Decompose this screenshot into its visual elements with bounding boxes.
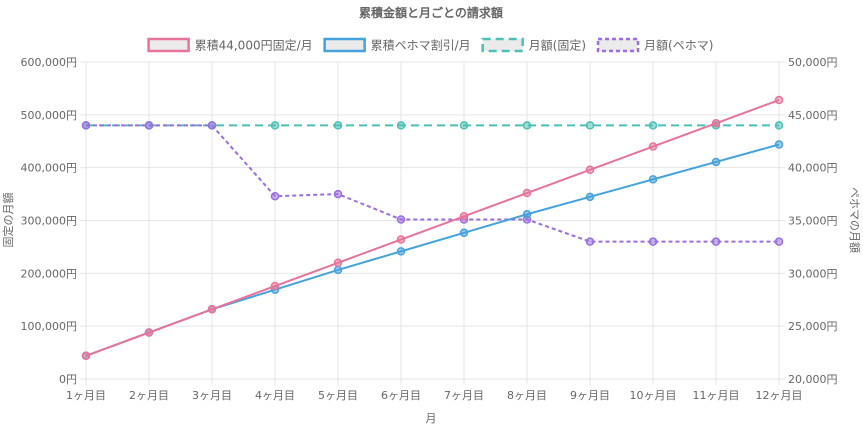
legend-item-2[interactable]: 累積ペホマ割引/月 <box>323 37 471 53</box>
data-point[interactable] <box>144 121 154 130</box>
data-point[interactable] <box>585 237 595 246</box>
y-axis-left-title: 固定の月額 <box>1 193 15 248</box>
y-right-tick-label: 40,000円 <box>788 162 838 175</box>
data-point[interactable] <box>144 328 154 337</box>
legend-swatch <box>147 37 190 53</box>
data-point[interactable] <box>207 121 217 130</box>
legend-swatch <box>323 37 366 53</box>
data-point[interactable] <box>459 121 469 130</box>
y-axis-right-title: ペホマの月額 <box>848 187 861 253</box>
x-tick-label: 12ヶ月目 <box>756 389 803 402</box>
y-left-tick-label: 200,000円 <box>21 267 78 280</box>
data-point[interactable] <box>459 228 469 238</box>
legend-swatch <box>596 37 640 53</box>
y-right-tick-label: 20,000円 <box>788 373 838 386</box>
x-tick-label: 5ヶ月目 <box>318 389 358 402</box>
grid <box>80 61 785 385</box>
x-tick-label: 7ヶ月目 <box>444 389 484 402</box>
data-point[interactable] <box>459 212 469 221</box>
series-layer <box>81 95 784 361</box>
legend: 累積44,000円固定/月 累積ペホマ割引/月 月額(固定) 月額(ペホマ) <box>147 37 713 53</box>
x-tick-label: 4ヶ月目 <box>255 389 295 402</box>
y-left-tick-label: 600,000円 <box>21 56 78 69</box>
x-tick-label: 6ヶ月目 <box>381 389 421 402</box>
legend-item-3[interactable]: 月額(固定) <box>481 37 586 53</box>
data-point[interactable] <box>81 121 91 130</box>
data-point[interactable] <box>396 235 406 244</box>
x-axis-title: 月 <box>426 412 437 425</box>
data-point[interactable] <box>711 157 721 167</box>
data-point[interactable] <box>207 305 217 314</box>
series-line <box>85 143 780 357</box>
axis-ticks: 0円 100,000円 200,000円 300,000円 400,000円 500,00… <box>21 56 838 402</box>
y-left-tick-label: 500,000円 <box>21 109 78 122</box>
series-4 <box>81 121 784 246</box>
data-point[interactable] <box>774 237 784 246</box>
data-point[interactable] <box>585 165 595 175</box>
data-point[interactable] <box>270 121 280 130</box>
data-point[interactable] <box>396 121 406 130</box>
legend-label: 累積44,000円固定/月 <box>195 38 313 53</box>
data-point[interactable] <box>648 175 658 184</box>
data-point[interactable] <box>333 258 343 268</box>
data-point[interactable] <box>774 95 784 105</box>
data-point[interactable] <box>711 237 721 246</box>
x-tick-label: 9ヶ月目 <box>570 389 610 402</box>
data-point[interactable] <box>522 210 532 219</box>
data-point[interactable] <box>396 215 406 224</box>
x-tick-label: 10ヶ月目 <box>630 389 677 402</box>
data-point[interactable] <box>522 121 532 130</box>
data-point[interactable] <box>522 188 532 198</box>
data-point[interactable] <box>333 121 343 130</box>
data-point[interactable] <box>333 189 343 199</box>
legend-swatch <box>481 37 524 53</box>
y-right-tick-label: 30,000円 <box>788 267 838 280</box>
data-point[interactable] <box>648 237 658 246</box>
y-right-tick-label: 25,000円 <box>788 320 838 333</box>
x-tick-label: 1ヶ月目 <box>66 389 106 402</box>
data-point[interactable] <box>270 191 280 201</box>
data-point[interactable] <box>774 140 784 149</box>
data-point[interactable] <box>648 142 658 151</box>
data-point[interactable] <box>396 247 406 256</box>
series-1 <box>81 95 784 361</box>
data-point[interactable] <box>333 265 343 275</box>
y-left-tick-label: 100,000円 <box>21 320 78 333</box>
legend-label: 月額(固定) <box>529 38 586 53</box>
y-right-tick-label: 50,000円 <box>788 56 838 69</box>
data-point[interactable] <box>270 281 280 291</box>
data-point[interactable] <box>585 121 595 130</box>
x-tick-label: 11ヶ月目 <box>693 389 740 402</box>
y-right-tick-label: 35,000円 <box>788 215 838 228</box>
x-tick-label: 8ヶ月目 <box>507 389 547 402</box>
legend-item-4[interactable]: 月額(ペホマ) <box>596 37 713 53</box>
series-line <box>86 124 779 243</box>
legend-label: 累積ペホマ割引/月 <box>371 38 471 53</box>
chart-title: 累積金額と月ごとの請求額 <box>359 5 503 20</box>
legend-item-1[interactable]: 累積44,000円固定/月 <box>147 37 313 53</box>
x-tick-label: 3ヶ月目 <box>192 389 232 402</box>
y-left-tick-label: 300,000円 <box>21 215 78 228</box>
data-point[interactable] <box>585 192 595 202</box>
data-point[interactable] <box>81 351 91 361</box>
x-tick-label: 2ヶ月目 <box>129 389 169 402</box>
data-point[interactable] <box>711 119 721 128</box>
series-line <box>85 99 780 357</box>
data-point[interactable] <box>774 121 784 130</box>
legend-label: 月額(ペホマ) <box>644 39 713 53</box>
data-point[interactable] <box>648 121 658 130</box>
y-left-tick-label: 0円 <box>59 373 77 386</box>
y-right-tick-label: 45,000円 <box>788 109 838 122</box>
y-left-tick-label: 400,000円 <box>21 162 78 175</box>
